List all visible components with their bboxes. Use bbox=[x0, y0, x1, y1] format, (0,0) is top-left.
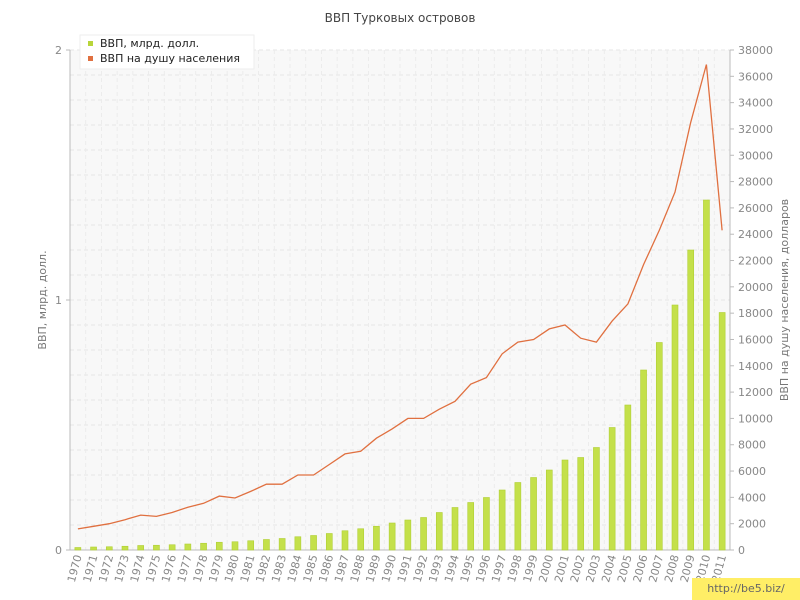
bar bbox=[263, 539, 270, 551]
y-tick-label: 8000 bbox=[738, 439, 766, 452]
bar bbox=[310, 535, 317, 551]
legend-label-gdp-per-capita: ВВП на душу населения bbox=[100, 52, 240, 65]
bar bbox=[608, 427, 616, 551]
bar bbox=[294, 536, 302, 551]
left-y-ticks: 0 1 2 bbox=[55, 44, 70, 557]
bar bbox=[718, 312, 726, 551]
bar bbox=[498, 489, 506, 551]
bar bbox=[577, 457, 585, 551]
bar bbox=[703, 199, 710, 551]
y-tick-label: 6000 bbox=[738, 465, 766, 478]
y-tick-label: 32000 bbox=[738, 123, 773, 136]
bar bbox=[530, 477, 537, 551]
right-y-ticks: 0 2000 4000 6000 8000 10000 12000 14000 16000 180… bbox=[730, 44, 773, 557]
bar bbox=[231, 541, 239, 551]
bar bbox=[137, 545, 145, 551]
bar bbox=[561, 459, 569, 551]
bar bbox=[388, 522, 396, 551]
y-tick-label: 30000 bbox=[738, 149, 773, 162]
bar bbox=[404, 519, 412, 551]
y-tick-label: 16000 bbox=[738, 333, 773, 346]
gdp-per-capita-line bbox=[77, 64, 723, 530]
chart-title: ВВП Турковых островов bbox=[325, 11, 476, 25]
y-tick-label: 4000 bbox=[738, 491, 766, 504]
legend: ВВП, млрд. долл. ВВП на душу населения bbox=[79, 34, 255, 70]
left-y-axis-label: ВВП, млрд. долл. bbox=[36, 250, 49, 349]
bar bbox=[121, 545, 129, 551]
bar bbox=[90, 546, 97, 551]
y-tick-label: 1 bbox=[55, 294, 62, 307]
bar bbox=[105, 546, 113, 551]
y-tick-label: 0 bbox=[55, 544, 62, 557]
legend-swatch-gdp-per-capita bbox=[88, 56, 93, 61]
bar bbox=[184, 543, 192, 551]
bar bbox=[247, 540, 255, 551]
grid bbox=[70, 49, 730, 550]
bar bbox=[545, 469, 553, 551]
bar bbox=[74, 547, 82, 551]
y-tick-label: 24000 bbox=[738, 228, 773, 241]
bar bbox=[483, 497, 490, 551]
bar bbox=[671, 304, 679, 551]
bar bbox=[357, 528, 365, 551]
bar bbox=[200, 542, 207, 551]
y-tick-label: 34000 bbox=[738, 97, 773, 110]
y-tick-label: 2000 bbox=[738, 518, 766, 531]
bar bbox=[325, 533, 333, 551]
bar bbox=[435, 512, 443, 551]
bar bbox=[168, 544, 176, 551]
legend-swatch-gdp bbox=[88, 41, 93, 46]
bar bbox=[655, 342, 663, 551]
y-tick-label: 20000 bbox=[738, 281, 773, 294]
x-ticks: 1970197119721973197419751976197719781979… bbox=[65, 553, 729, 583]
y-tick-label: 10000 bbox=[738, 412, 773, 425]
watermark[interactable]: http://be5.biz/ bbox=[692, 578, 800, 600]
bar bbox=[514, 482, 522, 551]
gdp-bars bbox=[74, 199, 726, 551]
bar bbox=[451, 507, 459, 551]
bar bbox=[624, 404, 632, 551]
bar bbox=[215, 541, 223, 551]
bar bbox=[687, 249, 695, 551]
bar bbox=[153, 544, 160, 551]
y-tick-label: 26000 bbox=[738, 202, 773, 215]
y-tick-label: 12000 bbox=[738, 386, 773, 399]
bar bbox=[278, 538, 286, 551]
legend-box bbox=[79, 34, 255, 70]
right-y-axis-label: ВВП на душу населения, долларов bbox=[778, 199, 791, 401]
y-tick-label: 2 bbox=[55, 44, 62, 57]
y-tick-label: 28000 bbox=[738, 176, 773, 189]
y-tick-label: 18000 bbox=[738, 307, 773, 320]
bar bbox=[593, 447, 600, 551]
y-tick-label: 22000 bbox=[738, 255, 773, 268]
series-line bbox=[77, 64, 723, 530]
bar bbox=[420, 517, 427, 551]
bar bbox=[640, 369, 647, 551]
y-tick-label: 38000 bbox=[738, 44, 773, 57]
legend-label-gdp: ВВП, млрд. долл. bbox=[100, 37, 199, 50]
y-tick-label: 36000 bbox=[738, 70, 773, 83]
bar bbox=[467, 502, 475, 551]
bar bbox=[341, 530, 349, 551]
y-tick-label: 14000 bbox=[738, 360, 773, 373]
y-tick-label: 0 bbox=[738, 544, 745, 557]
bar bbox=[373, 525, 380, 551]
